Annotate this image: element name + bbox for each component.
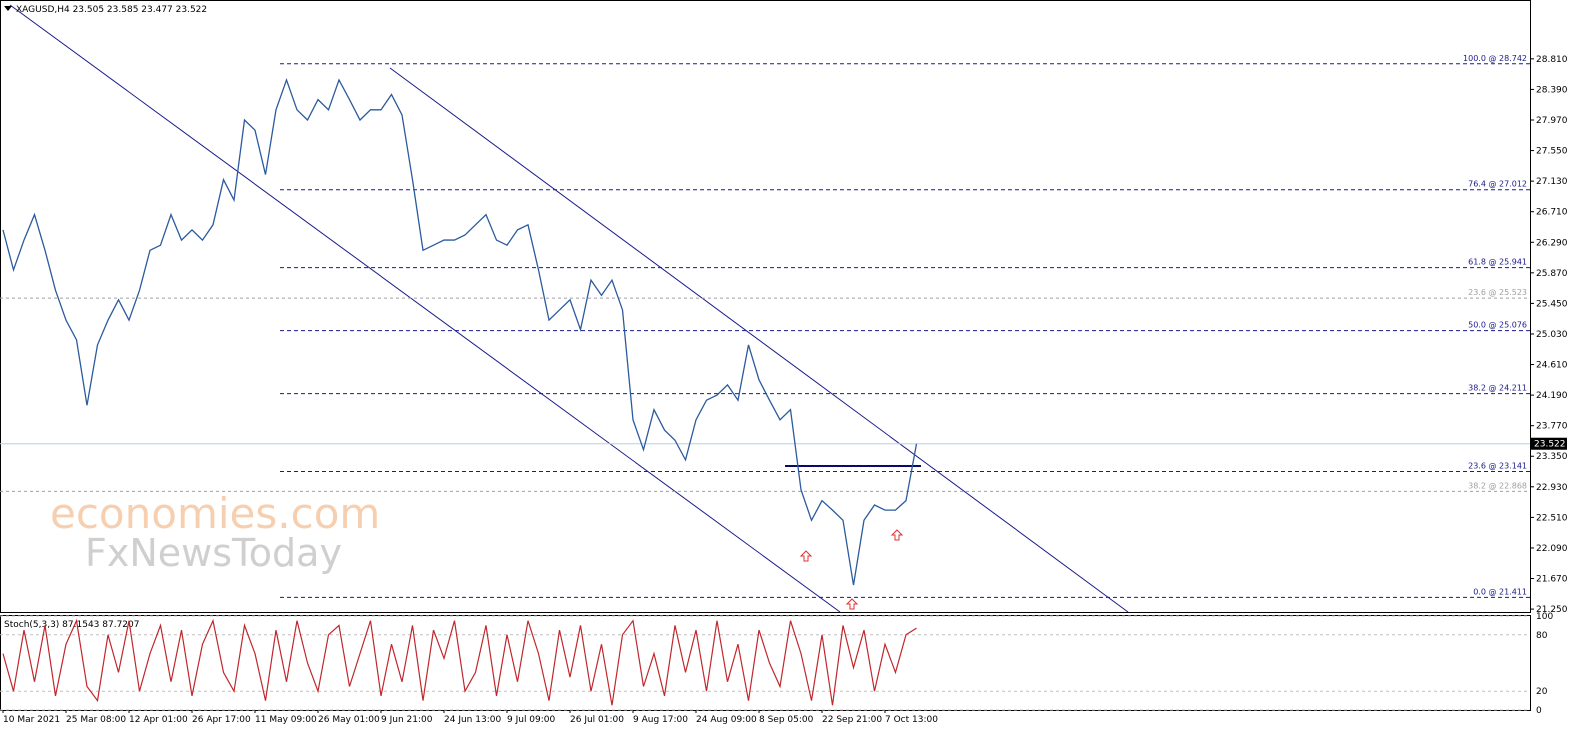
fib-label: 100.0 @ 28.742 [1463, 54, 1527, 63]
x-tick-label: 25 Mar 08:00 [66, 715, 126, 725]
y-tick-label: 24.610 [1536, 361, 1568, 371]
y-tick-label: 25.030 [1536, 330, 1568, 340]
y-tick-label: 27.970 [1536, 116, 1568, 126]
chart-title: XAGUSD,H4 23.505 23.585 23.477 23.522 [16, 5, 207, 15]
x-tick-label: 7 Oct 13:00 [885, 715, 938, 725]
x-tick-label: 8 Sep 05:00 [759, 715, 814, 725]
x-tick-label: 24 Jun 13:00 [444, 715, 501, 725]
x-tick-label: 12 Apr 01:00 [129, 715, 188, 725]
up-arrow [799, 550, 813, 562]
y-tick-label: 23.350 [1536, 452, 1568, 462]
x-tick-label: 10 Mar 2021 [3, 715, 60, 725]
x-tick-label: 22 Sep 21:00 [822, 715, 882, 725]
x-tick-label: 26 Apr 17:00 [192, 715, 251, 725]
y-tick-label: 28.390 [1536, 85, 1568, 95]
y-tick-label: 28.810 [1536, 55, 1568, 65]
stoch-title: Stoch(5,3,3) 87.1543 87.7207 [4, 620, 139, 630]
title-marker [4, 6, 12, 11]
fib-label: 61.8 @ 25.941 [1468, 258, 1527, 267]
fib-label: 50.0 @ 25.076 [1468, 321, 1527, 330]
last-price-label: 23.522 [1534, 440, 1566, 450]
channel-line [9, 4, 841, 613]
price-line [2, 78, 918, 586]
up-arrow [845, 598, 859, 610]
y-tick-label: 22.090 [1536, 544, 1568, 554]
y-tick-label: 25.450 [1536, 299, 1568, 309]
fib-label: 38.2 @ 22.868 [1468, 481, 1527, 490]
y-tick-label: 21.250 [1536, 605, 1568, 615]
x-tick-label: 26 May 01:00 [318, 715, 380, 725]
y-tick-label: 24.190 [1536, 391, 1568, 401]
price-frame [0, 0, 1531, 613]
stoch-line [2, 618, 917, 706]
watermark: economies.com [50, 489, 380, 538]
arrows [799, 529, 904, 610]
y-tick-label: 27.550 [1536, 147, 1568, 157]
up-arrow [890, 529, 904, 541]
y-tick-label: 23.770 [1536, 422, 1568, 432]
y-tick-label: 21.670 [1536, 575, 1568, 585]
stoch-tick-label: 100 [1536, 612, 1553, 622]
y-tick-label: 27.130 [1536, 177, 1568, 187]
last-price-box [1531, 437, 1567, 450]
x-tick-label: 9 Jul 09:00 [507, 715, 556, 725]
fib-label: 38.2 @ 24.211 [1468, 384, 1527, 393]
stoch-tick-label: 20 [1536, 687, 1548, 697]
x-tick-label: 9 Jun 21:00 [381, 715, 433, 725]
y-tick-label: 26.290 [1536, 238, 1568, 248]
x-tick-label: 9 Aug 17:00 [633, 715, 688, 725]
x-tick-label: 24 Aug 09:00 [696, 715, 757, 725]
channel-line [389, 67, 1129, 613]
fib-label: 76.4 @ 27.012 [1468, 180, 1527, 189]
stoch-tick-label: 80 [1536, 631, 1548, 641]
x-tick-label: 26 Jul 01:00 [570, 715, 624, 725]
y-tick-label: 26.710 [1536, 208, 1568, 218]
y-tick-label: 25.870 [1536, 269, 1568, 279]
x-tick-label: 11 May 09:00 [255, 715, 317, 725]
stoch-frame [0, 615, 1531, 711]
fib-label: 23.6 @ 23.141 [1468, 461, 1527, 470]
fib-label: 23.6 @ 25.523 [1468, 288, 1527, 297]
stoch-tick-label: 0 [1536, 706, 1542, 716]
watermark: FxNewsToday [85, 531, 342, 575]
fib-label: 0.0 @ 21.411 [1473, 587, 1527, 596]
y-tick-label: 22.510 [1536, 513, 1568, 523]
y-tick-label: 22.930 [1536, 483, 1568, 493]
